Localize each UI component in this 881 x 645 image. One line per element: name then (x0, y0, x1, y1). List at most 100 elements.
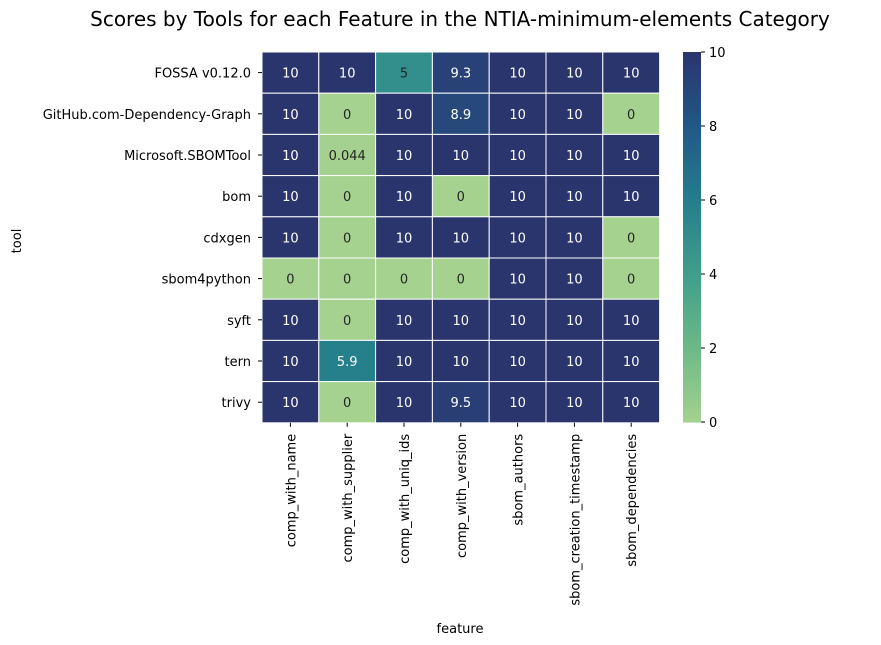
colorbar-segment (683, 362, 701, 368)
cell-value-label: 10 (623, 355, 640, 370)
colorbar-segment (683, 77, 701, 83)
colorbar-segment (683, 344, 701, 349)
colorbar-segment (683, 192, 701, 197)
colorbar-segment (683, 318, 701, 323)
cell-value-label: 0 (457, 273, 465, 288)
cell-value-label: 10 (509, 231, 526, 246)
y-tick-label: syft (227, 314, 251, 329)
cell-value-label: 10 (623, 396, 640, 411)
colorbar-segment (683, 170, 701, 175)
cell-value-label: 10 (453, 231, 470, 246)
heatmap-cell (261, 339, 320, 383)
cell-value-label: 0 (343, 108, 351, 123)
colorbar-segment (683, 66, 701, 72)
heatmap-cell (318, 133, 377, 177)
colorbar-segment (683, 373, 701, 379)
colorbar-segment (683, 281, 701, 286)
heatmap-cell (261, 298, 320, 341)
heatmap-cell (318, 51, 377, 94)
colorbar-segment (683, 148, 701, 153)
colorbar-segment (683, 248, 701, 253)
colorbar-segment (683, 89, 701, 94)
cell-value-label: 10 (396, 108, 413, 123)
heatmap-cell (318, 175, 377, 218)
cell-value-label: 10 (566, 149, 583, 164)
heatmap-cell (261, 51, 320, 94)
colorbar-tick-label: 0 (709, 416, 717, 431)
colorbar-segment (683, 59, 701, 64)
cell-value-label: 10 (623, 314, 640, 329)
cell-value-label: 0.044 (329, 149, 366, 164)
cell-value-label: 10 (453, 314, 470, 329)
y-tick-label: sbom4python (162, 273, 251, 288)
cell-value-label: 10 (282, 314, 299, 329)
colorbar-segment (683, 107, 701, 112)
colorbar-segment (683, 129, 701, 134)
colorbar-segment (683, 351, 701, 356)
heatmap-cell (545, 133, 604, 177)
colorbar-segment (683, 233, 701, 238)
cell-value-label: 0 (457, 190, 465, 205)
x-tick-label: sbom_creation_timestamp (568, 434, 583, 606)
colorbar-segment (683, 325, 701, 331)
heatmap-cell (545, 175, 604, 218)
cell-value-label: 10 (339, 67, 356, 82)
cell-value-label: 0 (400, 273, 408, 288)
cell-value-label: 10 (566, 108, 583, 123)
x-tick-label: comp_with_version (455, 434, 470, 558)
heatmap-cells: 10 10 5 9.3 10 10 10 10 0 10 8.9 10 10 0 10 0.044 10 10 10… (261, 51, 661, 424)
heatmap-cell (602, 257, 661, 300)
heatmap-cell (488, 381, 547, 424)
cell-value-label: 10 (396, 231, 413, 246)
colorbar-segment (683, 292, 701, 297)
colorbar-segment (683, 203, 701, 208)
cell-value-label: 10 (566, 67, 583, 82)
y-tick-label: FOSSA v0.12.0 (154, 67, 251, 82)
colorbar-segment (683, 185, 701, 190)
heatmap-cell (375, 133, 433, 177)
colorbar-segment (683, 418, 701, 423)
cell-value-label: 10 (509, 396, 526, 411)
x-tick-label: comp_with_supplier (341, 433, 356, 562)
colorbar-segment (683, 111, 701, 116)
colorbar-segment (683, 222, 701, 227)
heatmap-cell (602, 133, 661, 177)
cell-value-label: 10 (566, 273, 583, 288)
colorbar-segment (683, 163, 701, 168)
colorbar-segment (683, 177, 701, 183)
colorbar-segment (683, 207, 701, 212)
colorbar-segment (683, 303, 701, 308)
heatmap-cell (602, 92, 661, 135)
cell-value-label: 10 (509, 314, 526, 329)
heatmap-cell (261, 216, 320, 259)
colorbar-segment (683, 63, 701, 68)
colorbar-segment (683, 85, 701, 90)
colorbar-segment (683, 144, 701, 149)
colorbar-segment (683, 296, 701, 301)
heatmap-cell (375, 92, 433, 135)
cell-value-label: 10 (396, 314, 413, 329)
colorbar-segment (683, 322, 701, 327)
colorbar-segment (683, 55, 701, 60)
cell-value-label: 10 (566, 190, 583, 205)
x-tick-label: sbom_authors (512, 434, 527, 526)
cell-value-label: 10 (566, 231, 583, 246)
colorbar-segment (683, 240, 701, 245)
colorbar-segment (683, 133, 701, 138)
cell-value-label: 10 (282, 67, 299, 82)
cell-value-label: 10 (509, 190, 526, 205)
cell-value-label: 10 (509, 273, 526, 288)
heatmap-cell (261, 175, 320, 218)
colorbar-segment (683, 410, 701, 416)
y-tick-label: cdxgen (203, 231, 251, 246)
heatmap-cell (488, 298, 547, 341)
x-tick-label: comp_with_uniq_ids (398, 434, 413, 564)
colorbar-segment (683, 218, 701, 223)
colorbar-segment (683, 103, 701, 109)
heatmap-cell (545, 298, 604, 341)
cell-value-label: 9.3 (450, 67, 471, 82)
cell-value-label: 0 (343, 273, 351, 288)
colorbar-segment (683, 385, 701, 390)
colorbar-segment (683, 214, 701, 220)
